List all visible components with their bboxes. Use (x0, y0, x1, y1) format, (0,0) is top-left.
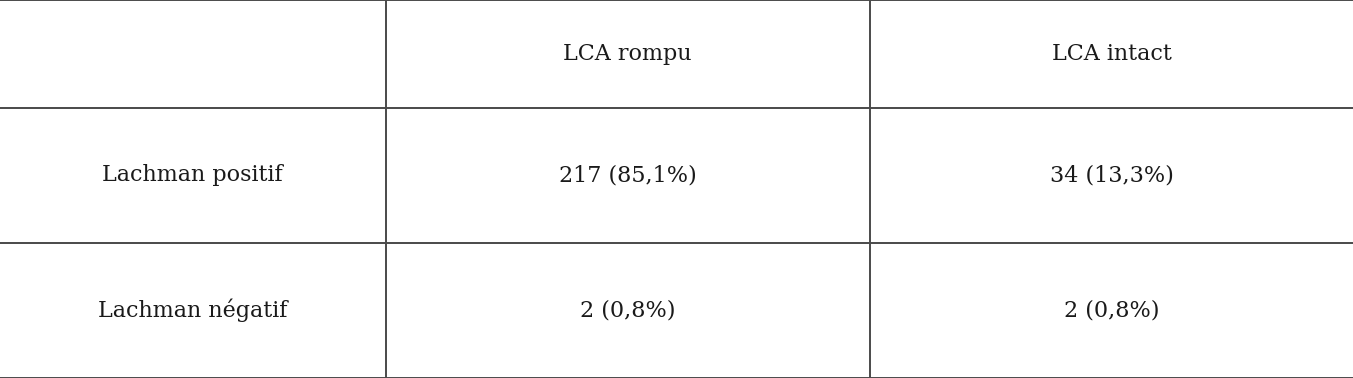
Text: 2 (0,8%): 2 (0,8%) (580, 299, 675, 322)
Text: LCA rompu: LCA rompu (563, 43, 693, 65)
Text: LCA intact: LCA intact (1051, 43, 1172, 65)
Text: Lachman négatif: Lachman négatif (99, 299, 287, 322)
Text: Lachman positif: Lachman positif (103, 164, 283, 186)
Text: 2 (0,8%): 2 (0,8%) (1063, 299, 1160, 322)
Text: 34 (13,3%): 34 (13,3%) (1050, 164, 1173, 186)
Text: 217 (85,1%): 217 (85,1%) (559, 164, 697, 186)
